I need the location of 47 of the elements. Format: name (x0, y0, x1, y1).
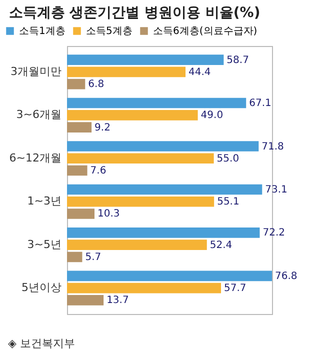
bar (67, 252, 82, 262)
bar (67, 240, 207, 250)
legend-label: 소득6계층(의료수급자) (153, 26, 258, 37)
data-label: 57.7 (224, 283, 246, 294)
bar (67, 66, 186, 78)
data-label: 7.6 (90, 166, 106, 177)
bar (67, 141, 259, 152)
data-label: 52.4 (210, 240, 232, 251)
bar (67, 295, 104, 306)
text: ◈ 보건복지부 (8, 336, 76, 350)
data-label: 71.8 (262, 141, 284, 152)
data-label: 5.7 (85, 252, 102, 263)
bar (67, 282, 222, 294)
bar (67, 270, 272, 282)
data-label: 9.2 (94, 122, 110, 134)
chart-title: 소득계층 생존기간별 병원이용 비율(%) (8, 5, 260, 21)
bar (67, 208, 94, 219)
y-tick-label: 3~6개월 (16, 108, 62, 122)
bar (67, 110, 198, 120)
data-label: 67.1 (249, 98, 272, 110)
legend-label: 소득5계층 (86, 26, 132, 37)
data-label: 55.0 (216, 153, 240, 164)
data-label: 44.4 (188, 66, 211, 78)
bar (67, 54, 224, 65)
data-label: 58.7 (226, 54, 249, 66)
y-tick-label: 1~3년 (27, 194, 62, 208)
data-label: 49.0 (200, 110, 224, 122)
legend-label: 소득1계층 (19, 26, 66, 37)
bar (67, 98, 246, 108)
bar (67, 78, 86, 90)
y-tick-label: 5년이상 (22, 281, 62, 294)
y-tick-label: 3~5년 (27, 238, 62, 251)
bar (67, 228, 260, 238)
data-label: 72.2 (262, 228, 285, 239)
y-tick-label: 3개월미만 (10, 64, 62, 78)
data-label: 55.1 (217, 196, 240, 208)
data-label: 10.3 (97, 208, 120, 220)
bar (67, 184, 262, 195)
bar (67, 196, 214, 207)
bar (67, 153, 214, 164)
data-label: 6.8 (88, 79, 104, 90)
bar (67, 122, 92, 132)
data-label: 73.1 (265, 184, 288, 196)
data-label: 76.8 (275, 270, 298, 282)
y-tick-label: 6~12개월 (9, 151, 62, 164)
data-label: 13.7 (106, 295, 129, 306)
bar (67, 165, 88, 176)
